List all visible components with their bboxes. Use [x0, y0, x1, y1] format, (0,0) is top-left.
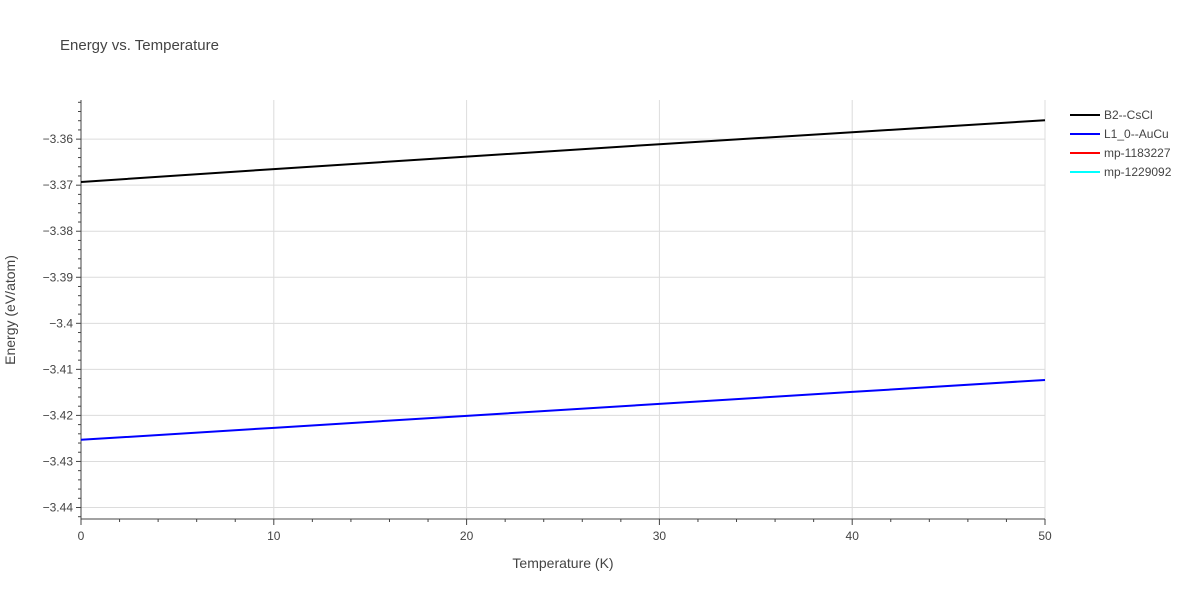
series-line-1 — [80, 378, 1046, 441]
x-tick-label: 20 — [460, 529, 474, 543]
legend-item-0[interactable]: B2--CsCl — [1070, 108, 1153, 122]
legend-label: B2--CsCl — [1104, 108, 1153, 122]
legend-item-1[interactable]: L1_0--AuCu — [1070, 127, 1169, 141]
legend-label: mp-1183227 — [1104, 146, 1171, 160]
grid-layer — [81, 100, 1046, 519]
x-tick-label: 0 — [78, 529, 85, 543]
y-tick-label: −3.41 — [43, 362, 74, 376]
x-tick-label: 50 — [1038, 529, 1052, 543]
y-tick-label: −3.44 — [43, 500, 74, 514]
legend-label: L1_0--AuCu — [1104, 127, 1169, 141]
y-tick-label: −3.42 — [43, 408, 74, 422]
x-tick-label: 30 — [653, 529, 667, 543]
y-tick-label: −3.39 — [43, 270, 74, 284]
x-tick-label: 10 — [267, 529, 281, 543]
legend-item-3[interactable]: mp-1229092 — [1070, 165, 1172, 179]
y-tick-label: −3.43 — [43, 454, 74, 468]
axes-layer: 0 10 20 30 40 50 −3.44 −3.43 −3.42 −3.41 −3.4 −3.39… — [43, 100, 1052, 543]
series-layer — [80, 119, 1046, 441]
y-tick-label: −3.38 — [43, 224, 74, 238]
legend-label: mp-1229092 — [1104, 165, 1172, 179]
y-axis-title: Energy (eV/atom) — [2, 255, 18, 365]
x-tick-label: 40 — [846, 529, 860, 543]
y-tick-label: −3.4 — [49, 316, 73, 330]
legend-item-2[interactable]: mp-1183227 — [1070, 146, 1171, 160]
legend[interactable]: B2--CsCl L1_0--AuCu mp-1183227 mp-1229092 — [1070, 108, 1172, 179]
series-line-0 — [80, 119, 1046, 183]
x-axis-title: Temperature (K) — [512, 555, 613, 571]
y-tick-label: −3.36 — [43, 132, 74, 146]
y-tick-label: −3.37 — [43, 178, 74, 192]
chart-title: Energy vs. Temperature — [60, 37, 219, 54]
